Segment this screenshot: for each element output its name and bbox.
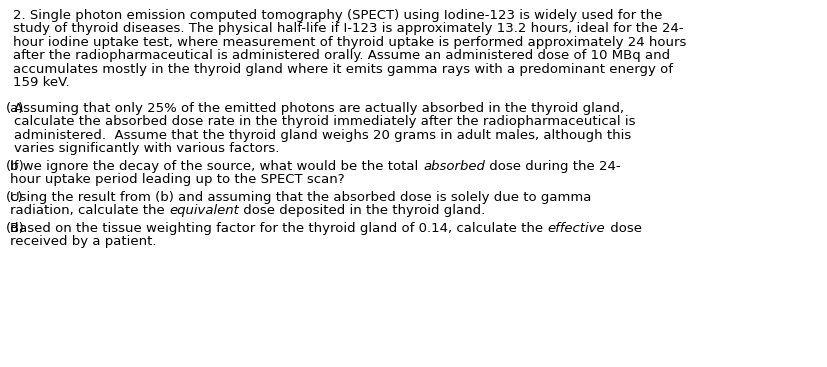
Text: study of thyroid diseases. The physical half-life if I-123 is approximately 13.2: study of thyroid diseases. The physical …	[13, 22, 684, 36]
Text: hour iodine uptake test, where measurement of thyroid uptake is performed approx: hour iodine uptake test, where measureme…	[13, 36, 686, 49]
Text: (c): (c)	[6, 191, 23, 204]
Text: Assuming that only 25% of the emitted photons are actually absorbed in the thyro: Assuming that only 25% of the emitted ph…	[13, 102, 624, 115]
Text: (a): (a)	[6, 102, 24, 115]
Text: accumulates mostly in the thyroid gland where it emits gamma rays with a predomi: accumulates mostly in the thyroid gland …	[13, 63, 673, 76]
Text: 159 keV.: 159 keV.	[13, 76, 69, 90]
Text: (b): (b)	[6, 160, 24, 173]
Text: hour uptake period leading up to the SPECT scan?: hour uptake period leading up to the SPE…	[11, 174, 345, 186]
Text: administered.  Assume that the thyroid gland weighs 20 grams in adult males, alt: administered. Assume that the thyroid gl…	[13, 129, 631, 142]
Text: dose during the 24-: dose during the 24-	[485, 160, 620, 173]
Text: dose: dose	[605, 222, 642, 235]
Text: radiation, calculate the: radiation, calculate the	[11, 204, 170, 218]
Text: (d): (d)	[6, 222, 24, 235]
Text: Using the result from (b) and assuming that the absorbed dose is solely due to g: Using the result from (b) and assuming t…	[11, 191, 592, 204]
Text: dose deposited in the thyroid gland.: dose deposited in the thyroid gland.	[239, 204, 485, 218]
Text: effective: effective	[547, 222, 605, 235]
Text: Based on the tissue weighting factor for the thyroid gland of 0.14, calculate th: Based on the tissue weighting factor for…	[11, 222, 547, 235]
Text: calculate the absorbed dose rate in the thyroid immediately after the radiopharm: calculate the absorbed dose rate in the …	[13, 116, 635, 128]
Text: equivalent: equivalent	[170, 204, 239, 218]
Text: varies significantly with various factors.: varies significantly with various factor…	[13, 142, 279, 156]
Text: absorbed: absorbed	[423, 160, 485, 173]
Text: after the radiopharmaceutical is administered orally. Assume an administered dos: after the radiopharmaceutical is adminis…	[13, 50, 670, 62]
Text: 2. Single photon emission computed tomography (SPECT) using Iodine-123 is widely: 2. Single photon emission computed tomog…	[13, 9, 662, 22]
Text: received by a patient.: received by a patient.	[11, 236, 157, 248]
Text: If we ignore the decay of the source, what would be the total: If we ignore the decay of the source, wh…	[11, 160, 423, 173]
